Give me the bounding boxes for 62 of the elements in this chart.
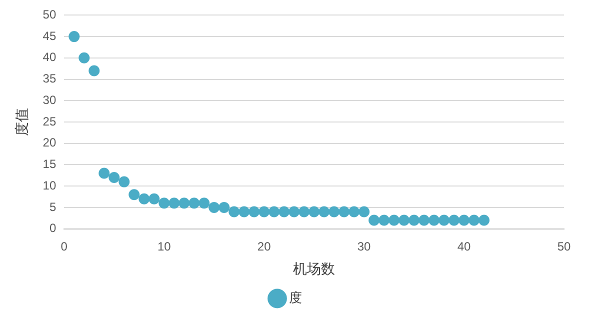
point — [238, 206, 250, 218]
point — [78, 52, 90, 64]
point — [188, 198, 200, 209]
point — [228, 206, 240, 218]
point — [478, 214, 490, 226]
point — [308, 206, 320, 218]
point — [108, 172, 120, 184]
point — [348, 206, 360, 218]
y-tick-label: 50 — [42, 8, 56, 22]
point — [218, 202, 230, 213]
point — [138, 193, 150, 204]
y-tick-label: 5 — [49, 200, 56, 214]
legend-label: 度 — [288, 290, 302, 306]
point — [98, 168, 110, 179]
y-axis-title: 度值 — [13, 108, 30, 136]
point — [418, 214, 430, 226]
point — [468, 214, 480, 226]
point — [368, 214, 380, 226]
point — [268, 206, 280, 218]
point — [458, 214, 470, 226]
point — [288, 206, 300, 218]
y-tick-label: 30 — [42, 92, 56, 107]
point — [178, 198, 190, 209]
point — [358, 206, 370, 218]
point — [148, 193, 160, 204]
y-tick-label: 0 — [49, 221, 56, 236]
x-tick-label: 10 — [157, 239, 172, 254]
y-tick-label: 10 — [42, 178, 56, 192]
x-tick-label: 40 — [457, 239, 472, 254]
point — [208, 202, 220, 213]
point — [298, 206, 310, 218]
point — [338, 206, 350, 218]
point — [378, 214, 390, 226]
point — [278, 206, 290, 218]
point — [388, 214, 400, 226]
point — [88, 65, 100, 76]
x-tick-label: 20 — [257, 239, 272, 254]
point — [448, 214, 460, 226]
y-tick-label: 15 — [42, 157, 56, 172]
point — [328, 206, 340, 218]
point — [158, 198, 170, 209]
point — [198, 198, 210, 209]
point — [168, 198, 180, 209]
y-tick-label: 45 — [42, 28, 56, 43]
y-tick-label: 20 — [42, 136, 56, 150]
point — [68, 31, 80, 42]
point — [318, 206, 330, 218]
x-tick-label: 0 — [60, 239, 68, 254]
point — [428, 214, 440, 226]
point — [398, 214, 410, 226]
x-tick-label: 50 — [557, 239, 571, 254]
y-tick-label: 35 — [42, 72, 56, 86]
point — [438, 214, 450, 226]
point — [118, 176, 130, 188]
x-axis-title: 机场数 — [293, 260, 336, 276]
point — [128, 189, 140, 200]
x-tick-label: 30 — [357, 239, 372, 254]
y-tick-label: 40 — [42, 50, 56, 64]
point — [408, 214, 420, 226]
point — [248, 206, 260, 218]
point — [258, 206, 270, 218]
y-tick-label: 25 — [42, 114, 56, 128]
